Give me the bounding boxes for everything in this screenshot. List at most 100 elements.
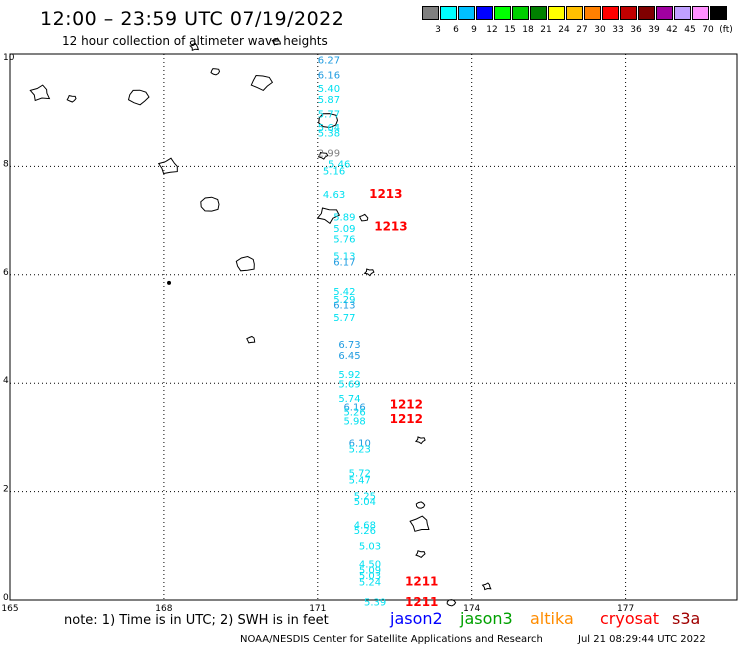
color-scale-label: 3 bbox=[435, 25, 441, 35]
wave-height-value: 5.04 bbox=[354, 497, 376, 508]
wave-height-value: 5.09 bbox=[333, 224, 355, 235]
color-scale-label: 39 bbox=[648, 25, 660, 35]
color-scale-swatch bbox=[440, 6, 457, 20]
island-outline bbox=[415, 550, 426, 559]
pass-number: 1211 bbox=[405, 595, 438, 609]
map-subtitle: 12 hour collection of altimeter wave hei… bbox=[62, 34, 328, 48]
satellite-legend-item: cryosat bbox=[600, 609, 660, 628]
color-scale-label: 24 bbox=[558, 25, 570, 35]
wave-height-value: 5.09 bbox=[359, 565, 381, 576]
wave-height-value: 6.16 bbox=[343, 402, 365, 413]
color-scale-swatch bbox=[710, 6, 727, 20]
color-scale-label: 33 bbox=[612, 25, 624, 35]
island-outline bbox=[200, 196, 220, 212]
wave-height-value: 5.16 bbox=[323, 167, 345, 178]
wave-height-value: 5.87 bbox=[318, 95, 340, 106]
lat-tick-label: 0 bbox=[3, 593, 9, 603]
wave-height-value: 5.47 bbox=[349, 475, 371, 486]
wave-height-value: 5.98 bbox=[343, 416, 365, 427]
wave-height-value: 6.45 bbox=[338, 351, 360, 362]
color-scale-label: 6 bbox=[453, 25, 459, 35]
color-scale-swatch bbox=[494, 6, 511, 20]
wave-height-value: 5.77 bbox=[333, 313, 355, 324]
island-outline bbox=[235, 255, 255, 272]
wave-height-value: 5.92 bbox=[338, 370, 360, 381]
pass-number: 1213 bbox=[369, 187, 402, 201]
color-scale-label: 42 bbox=[666, 25, 678, 35]
island-outline bbox=[415, 501, 426, 509]
color-scale-label: 12 bbox=[486, 25, 498, 35]
color-scale-label: (ft) bbox=[719, 25, 733, 35]
satellite-legend-item: jason3 bbox=[460, 609, 513, 628]
island-outline bbox=[246, 335, 256, 344]
color-scale-swatch bbox=[566, 6, 583, 20]
island-outline bbox=[127, 89, 150, 106]
satellite-legend-item: altika bbox=[530, 609, 574, 628]
color-scale-swatch bbox=[692, 6, 709, 20]
lon-tick-label: 168 bbox=[155, 604, 172, 614]
color-scale-label: 9 bbox=[471, 25, 477, 35]
footer-timestamp: Jul 21 08:29:44 UTC 2022 bbox=[578, 634, 706, 645]
wave-height-value: 5.03 bbox=[359, 542, 381, 553]
wave-height-value: 5.26 bbox=[354, 526, 376, 537]
wave-height-value: 5.74 bbox=[338, 394, 360, 405]
island-outlines bbox=[29, 37, 492, 607]
wave-height-value: 5.42 bbox=[333, 287, 355, 298]
wave-height-value: 5.76 bbox=[333, 234, 355, 245]
wave-height-observations: 6.27 6.16 5.405.87 5.77 5.645.38 2.995.465.16… bbox=[318, 55, 386, 608]
units-note: note: 1) Time is in UTC; 2) SWH is in fe… bbox=[64, 613, 329, 628]
pass-number: 1212 bbox=[390, 412, 423, 426]
wave-height-value: 6.16 bbox=[318, 71, 340, 82]
island-outline bbox=[316, 207, 340, 225]
color-scale-label: 21 bbox=[540, 25, 552, 35]
lat-tick-label: 2 bbox=[3, 485, 9, 495]
wave-height-value: 6.10 bbox=[349, 439, 371, 450]
lon-tick-label: 165 bbox=[1, 604, 18, 614]
wave-height-value: 4.50 bbox=[359, 559, 381, 570]
color-scale-swatch bbox=[656, 6, 673, 20]
wave-height-value: 5.77 bbox=[318, 110, 340, 121]
color-scale-swatch bbox=[512, 6, 529, 20]
wave-height-value: 5.69 bbox=[338, 380, 360, 391]
wave-height-value: 5.29 bbox=[333, 295, 355, 306]
wave-height-value: 4.68 bbox=[354, 520, 376, 531]
color-scale-swatch bbox=[476, 6, 493, 20]
color-scale-swatch bbox=[458, 6, 475, 20]
wave-height-value: 5.03 bbox=[359, 571, 381, 582]
color-scale-label: 15 bbox=[504, 25, 516, 35]
island-outline bbox=[363, 268, 375, 277]
island-outline bbox=[358, 213, 369, 222]
lat-tick-label: 8 bbox=[3, 159, 9, 169]
wave-height-value: 5.38 bbox=[318, 129, 340, 140]
island-outline bbox=[157, 157, 178, 175]
satellite-legend-item: jason2 bbox=[390, 609, 443, 628]
island-outline bbox=[29, 84, 51, 102]
color-scale-swatch bbox=[638, 6, 655, 20]
color-scale-label: 30 bbox=[594, 25, 606, 35]
island-outline bbox=[409, 515, 430, 532]
wave-height-value: 6.13 bbox=[333, 300, 355, 311]
lon-tick-label: 171 bbox=[309, 604, 326, 614]
wave-height-value: 6.27 bbox=[318, 55, 340, 66]
color-scale-swatch bbox=[602, 6, 619, 20]
wave-height-value: 4.63 bbox=[323, 190, 345, 201]
color-scale-swatch bbox=[584, 6, 601, 20]
island-outline bbox=[189, 42, 199, 52]
wave-height-value: 6.17 bbox=[333, 258, 355, 269]
grid-lines bbox=[10, 54, 737, 600]
wave-height-value: 6.73 bbox=[338, 340, 360, 351]
island-outline bbox=[318, 113, 339, 129]
plot-border bbox=[9, 53, 738, 601]
wave-height-value: 2.99 bbox=[318, 149, 340, 160]
island-outline bbox=[66, 95, 77, 103]
lat-tick-label: 10 bbox=[3, 53, 15, 63]
color-scale-swatch bbox=[422, 6, 439, 20]
lat-tick-label: 6 bbox=[3, 268, 9, 278]
map-frame bbox=[9, 53, 738, 601]
wave-height-value: 5.39 bbox=[364, 597, 386, 608]
lon-tick-label: 174 bbox=[463, 604, 480, 614]
color-scale-label: 70 bbox=[702, 25, 714, 35]
wave-height-value: 5.46 bbox=[328, 159, 350, 170]
color-scale-label: 45 bbox=[684, 25, 696, 35]
color-scale-swatch bbox=[674, 6, 691, 20]
